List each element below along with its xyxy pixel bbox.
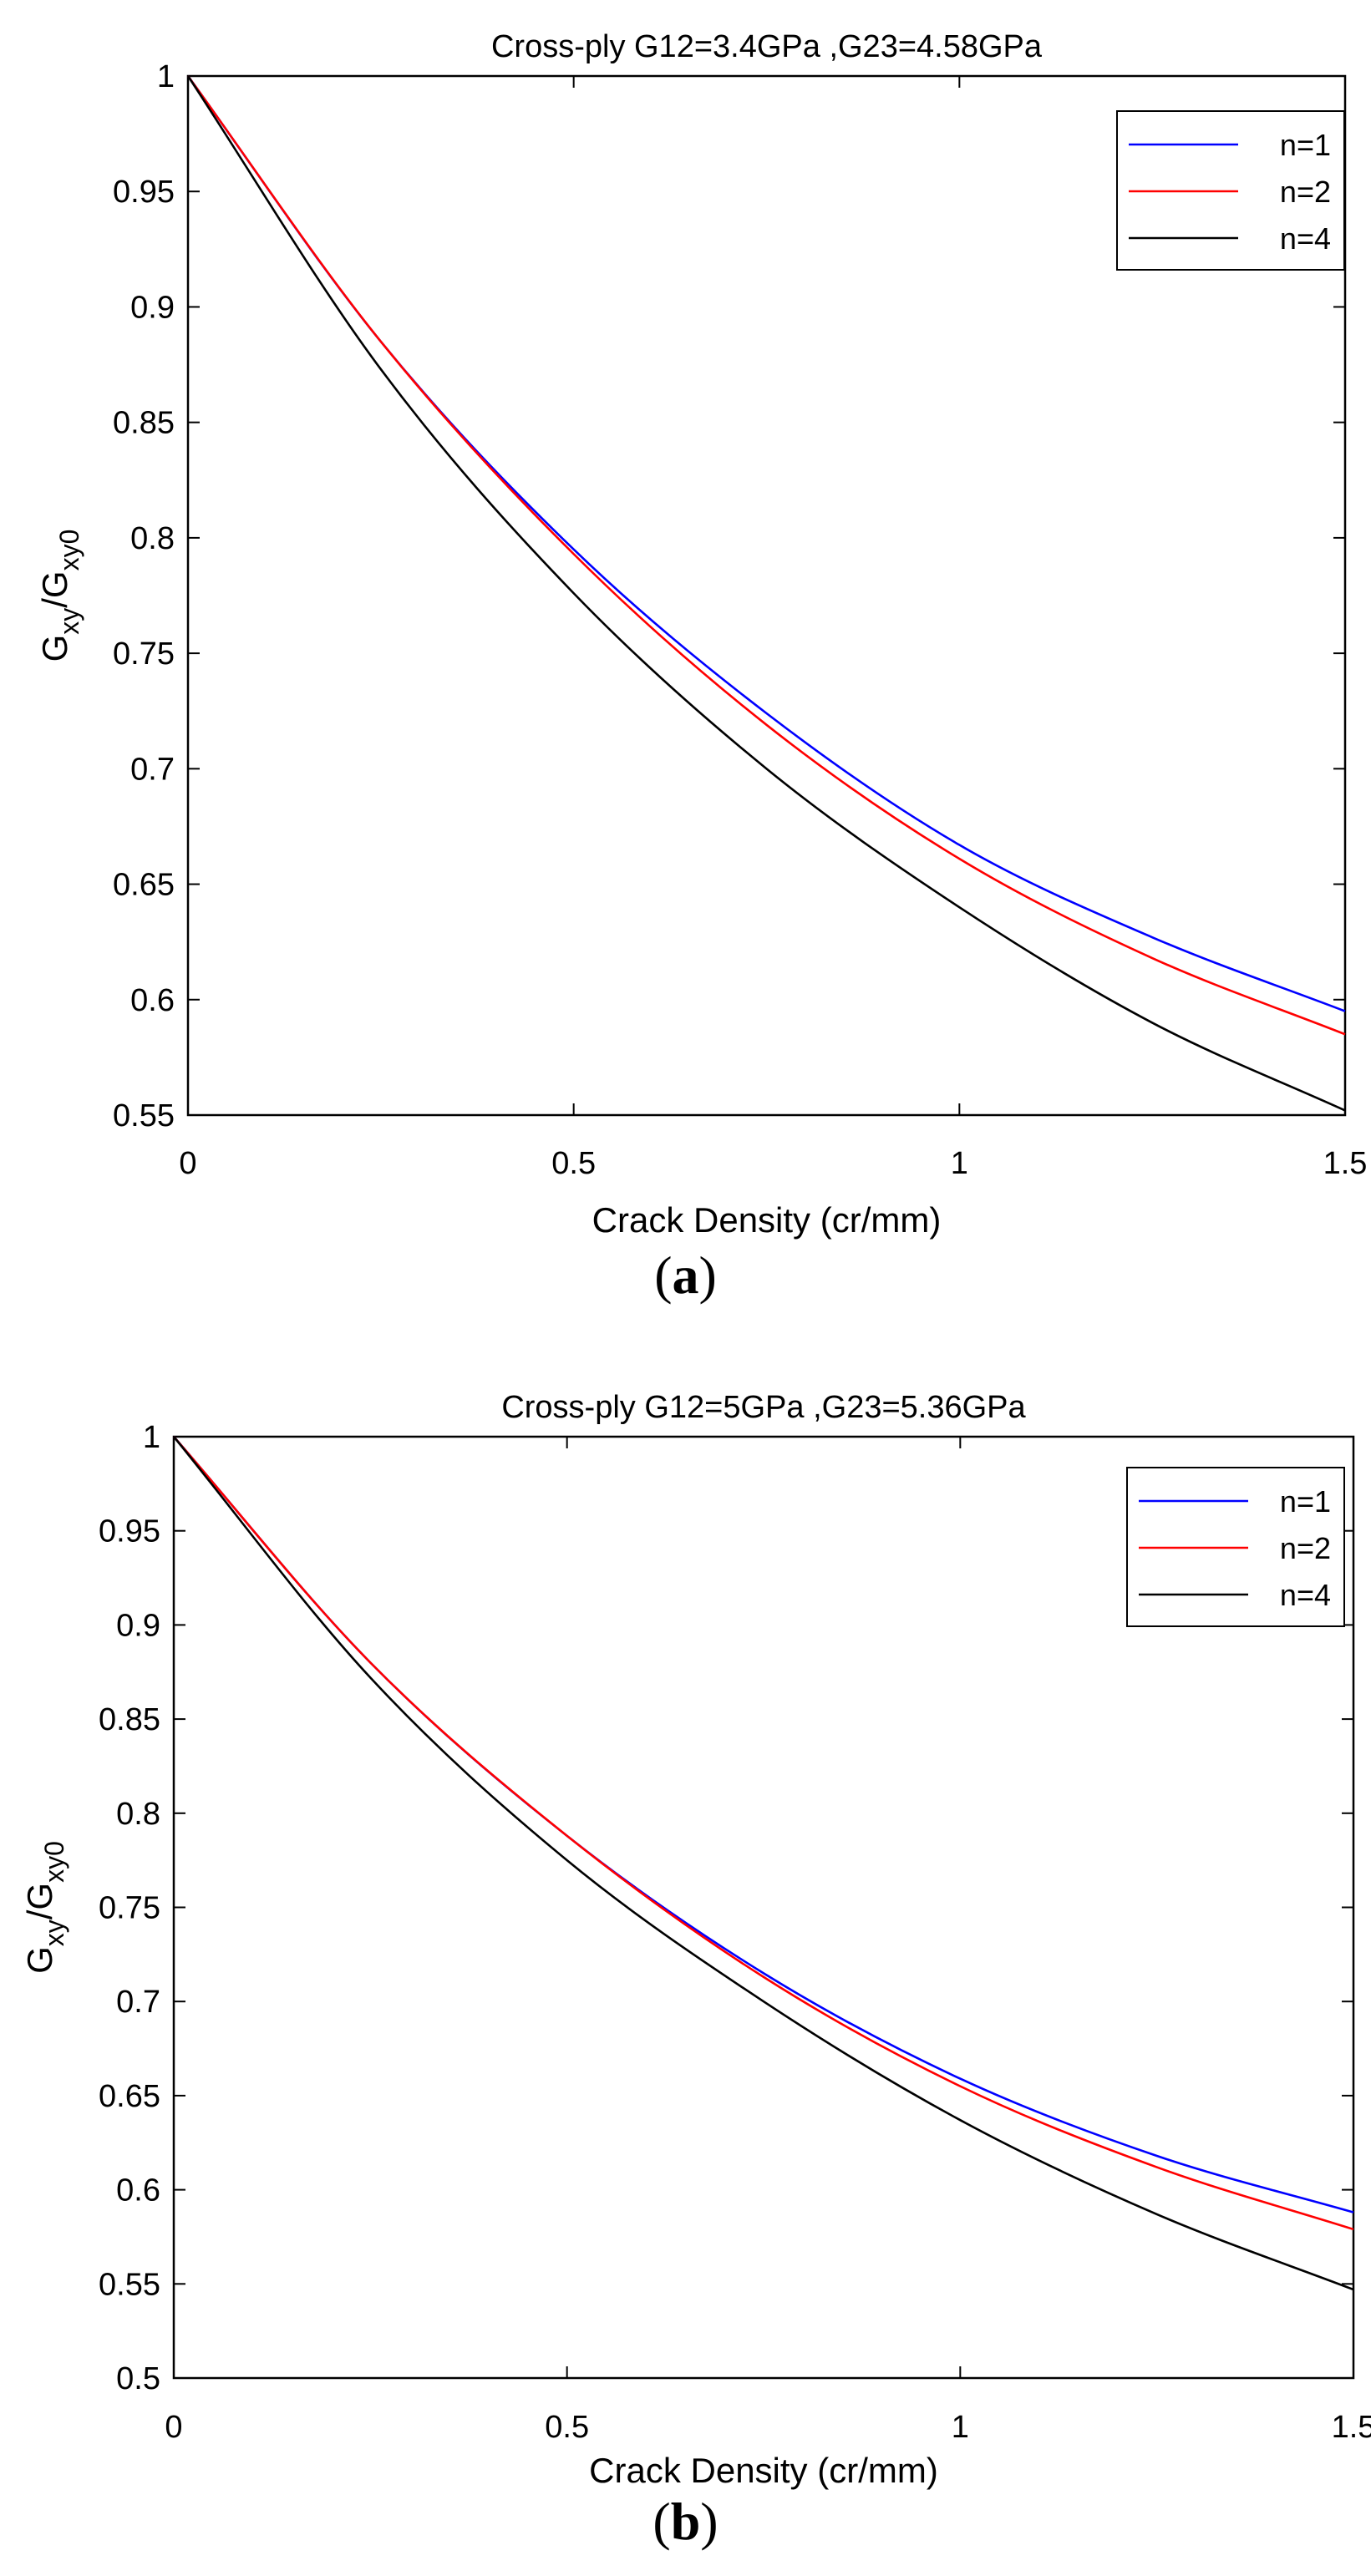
y-tick-label: 0.65 [99,2079,160,2114]
legend-label: n=4 [1280,221,1331,256]
y-label-main2: G [35,570,74,598]
panel-label-b-letter: b [670,2492,701,2551]
y-tick-label: 0.75 [113,636,175,672]
legend-label: n=1 [1280,128,1331,162]
y-tick-label: 0.95 [99,1514,160,1549]
y-tick-label: 0.6 [130,983,175,1018]
x-tick-label: 0 [179,1146,196,1181]
x-tick-label: 0 [165,2410,182,2445]
y-tick-label: 1 [143,1420,160,1455]
x-tick-label: 1 [951,1146,968,1181]
x-axis-label: Crack Density (cr/mm) [589,2451,938,2490]
y-tick-label: 0.6 [116,2173,160,2208]
x-tick-label: 1.5 [1323,1146,1368,1181]
y-axis-label: Gxy/Gxy0 [20,1841,69,1974]
y-label-sub1: xy [39,1919,69,1946]
y-tick-label: 1 [157,59,175,94]
series-line-n-4 [172,1436,1354,2291]
y-label-slash: / [20,1909,59,1919]
legend-label: n=2 [1280,175,1331,209]
y-axis-label: Gxy/Gxy0 [35,530,84,662]
x-axis-label: Crack Density (cr/mm) [592,1200,942,1240]
y-label-sub2: xy0 [54,530,84,571]
y-tick-label: 0.55 [113,1098,175,1133]
y-tick-label: 0.55 [99,2267,160,2302]
y-label-main1: G [35,635,74,662]
panel-label-a: (a) [654,1245,717,1305]
legend-label: n=2 [1280,1531,1331,1565]
x-tick-label: 0.5 [545,2410,589,2445]
plot-area-frame [186,74,1347,1117]
y-label-slash: / [35,598,74,608]
y-tick-label: 0.7 [116,1985,160,2020]
series-line-n-2 [173,1436,1354,2231]
series-line-n-2 [186,75,1346,1036]
y-tick-label: 0.5 [116,2361,160,2396]
y-label-sub1: xy [54,608,84,635]
y-tick-label: 0.9 [116,1608,160,1643]
y-label-main2: G [20,1883,59,1910]
y-tick-label: 0.95 [113,175,175,210]
chart-panel-a: Cross-ply G12=3.4GPa ,G23=4.58GPa 0 0.5 1 1.… [35,29,1367,1240]
y-tick-label: 0.8 [130,521,175,556]
y-label-sub2: xy0 [39,1841,69,1883]
panel-label-a-letter: a [672,1245,699,1305]
panel-label-b: (b) [652,2492,719,2551]
x-tick-label: 0.5 [551,1146,596,1181]
y-tick-label: 0.9 [130,290,175,325]
chart-title: Cross-ply G12=3.4GPa ,G23=4.58GPa [491,29,1043,64]
legend-label: n=1 [1280,1484,1331,1519]
y-tick-label: 0.8 [116,1797,160,1832]
x-tick-label: 1.5 [1332,2410,1371,2445]
series-line-n-4 [186,75,1346,1112]
legend-label: n=4 [1280,1578,1331,1612]
y-label-main1: G [20,1946,59,1974]
y-tick-label: 0.75 [99,1891,160,1926]
chart-title: Cross-ply G12=5GPa ,G23=5.36GPa [501,1390,1026,1425]
y-tick-label: 0.85 [113,406,175,441]
x-tick-label: 1 [952,2410,969,2445]
y-tick-label: 0.65 [113,868,175,903]
y-tick-label: 0.85 [99,1702,160,1737]
y-tick-label: 0.7 [130,752,175,787]
